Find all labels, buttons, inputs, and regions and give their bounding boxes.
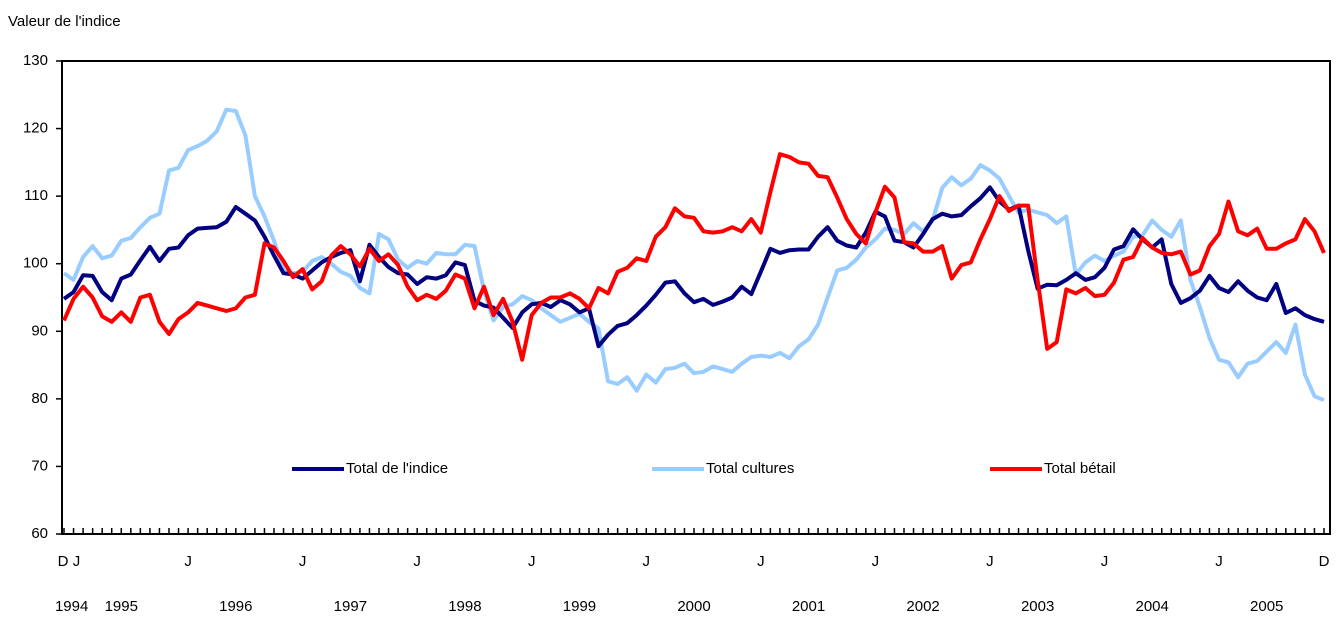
y-axis-label: Valeur de l'indice — [8, 13, 121, 30]
y-tick-label: 80 — [31, 390, 48, 407]
year-label: 2002 — [906, 598, 939, 615]
x-tick-label: J — [73, 553, 81, 570]
series-line — [62, 107, 1325, 403]
x-tick-label: J — [986, 553, 994, 570]
x-tick-label: J — [413, 553, 421, 570]
plot-frame — [61, 60, 1331, 535]
legend-label: Total cultures — [706, 460, 794, 477]
year-label: 1995 — [105, 598, 138, 615]
x-tick-label: D — [58, 553, 69, 570]
legend-label: Total bétail — [1044, 460, 1116, 477]
y-tick-label: 70 — [31, 457, 48, 474]
y-tick-label: 120 — [23, 120, 48, 137]
x-tick-label: J — [528, 553, 536, 570]
year-label: 1994 — [55, 598, 88, 615]
y-tick-label: 90 — [31, 322, 48, 339]
y-tick-label: 60 — [31, 525, 48, 542]
year-label: 2004 — [1135, 598, 1168, 615]
series-line — [62, 152, 1326, 362]
y-tick-label: 130 — [23, 52, 48, 69]
year-label: 2003 — [1021, 598, 1054, 615]
y-tick-label: 110 — [24, 187, 48, 204]
year-label: 2000 — [677, 598, 710, 615]
year-label: 1999 — [563, 598, 596, 615]
x-tick-label: J — [872, 553, 880, 570]
year-label: 1998 — [448, 598, 481, 615]
year-label: 2001 — [792, 598, 825, 615]
x-tick-label: J — [184, 553, 192, 570]
y-tick-label: 100 — [23, 255, 48, 272]
x-tick-label: J — [757, 553, 765, 570]
x-tick-label: D — [1319, 553, 1330, 570]
year-label: 2005 — [1250, 598, 1283, 615]
year-label: 1996 — [219, 598, 252, 615]
x-tick-label: J — [643, 553, 651, 570]
legend-label: Total de l'indice — [346, 460, 448, 477]
series-line — [62, 185, 1325, 349]
year-label: 1997 — [334, 598, 367, 615]
x-tick-label: J — [1101, 553, 1109, 570]
x-tick-label: J — [1215, 553, 1223, 570]
x-tick-label: J — [299, 553, 307, 570]
